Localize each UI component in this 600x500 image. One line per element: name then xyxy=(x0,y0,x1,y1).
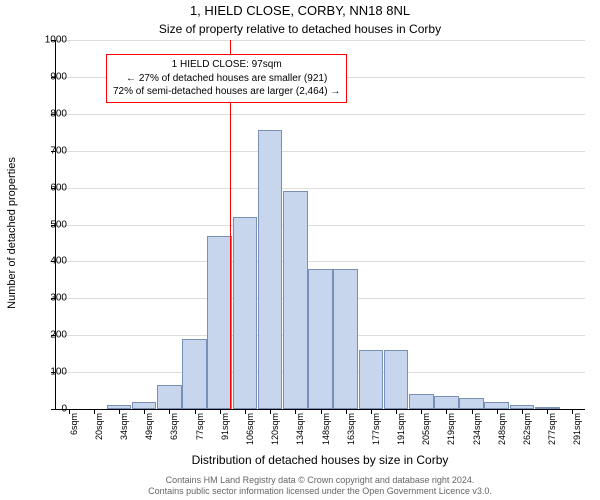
histogram-bar xyxy=(459,398,484,409)
annotation-line: 1 HIELD CLOSE: 97sqm xyxy=(113,58,340,72)
gridline xyxy=(56,261,585,262)
title-sub: Size of property relative to detached ho… xyxy=(0,22,600,36)
ytick-label: 300 xyxy=(27,293,67,304)
histogram-bar xyxy=(157,385,182,409)
gridline xyxy=(56,188,585,189)
plot-area: 6sqm20sqm34sqm49sqm63sqm77sqm91sqm106sqm… xyxy=(55,40,585,410)
histogram-bar xyxy=(484,402,509,409)
footer-line1: Contains HM Land Registry data © Crown c… xyxy=(166,475,475,485)
histogram-bar xyxy=(283,191,308,409)
gridline xyxy=(56,225,585,226)
ytick-label: 700 xyxy=(27,145,67,156)
histogram-bar xyxy=(182,339,207,409)
ytick-label: 800 xyxy=(27,108,67,119)
ytick-label: 1000 xyxy=(27,35,67,46)
ytick-label: 100 xyxy=(27,367,67,378)
gridline xyxy=(56,151,585,152)
histogram-bar xyxy=(384,350,409,409)
ytick-label: 200 xyxy=(27,330,67,341)
title-main: 1, HIELD CLOSE, CORBY, NN18 8NL xyxy=(0,3,600,18)
gridline xyxy=(56,40,585,41)
ytick-label: 500 xyxy=(27,219,67,230)
ytick-label: 0 xyxy=(27,404,67,415)
ytick-label: 900 xyxy=(27,71,67,82)
histogram-bar xyxy=(308,269,333,409)
histogram-bar xyxy=(409,394,434,409)
footer-credits: Contains HM Land Registry data © Crown c… xyxy=(55,475,585,498)
annotation-line: ← 27% of detached houses are smaller (92… xyxy=(113,72,340,86)
histogram-bar xyxy=(434,396,459,409)
chart-container: 1, HIELD CLOSE, CORBY, NN18 8NL Size of … xyxy=(0,0,600,500)
x-axis-label: Distribution of detached houses by size … xyxy=(55,453,585,467)
histogram-bar xyxy=(207,236,232,409)
histogram-bar xyxy=(233,217,258,409)
ytick-label: 600 xyxy=(27,182,67,193)
ytick-label: 400 xyxy=(27,256,67,267)
annotation-line: 72% of semi-detached houses are larger (… xyxy=(113,85,340,99)
histogram-bar xyxy=(333,269,358,409)
y-axis-label: Number of detached properties xyxy=(6,83,18,383)
histogram-bar xyxy=(132,402,157,409)
footer-line2: Contains public sector information licen… xyxy=(148,486,492,496)
annotation-box: 1 HIELD CLOSE: 97sqm← 27% of detached ho… xyxy=(106,54,347,103)
histogram-bar xyxy=(258,130,283,409)
histogram-bar xyxy=(359,350,384,409)
gridline xyxy=(56,114,585,115)
